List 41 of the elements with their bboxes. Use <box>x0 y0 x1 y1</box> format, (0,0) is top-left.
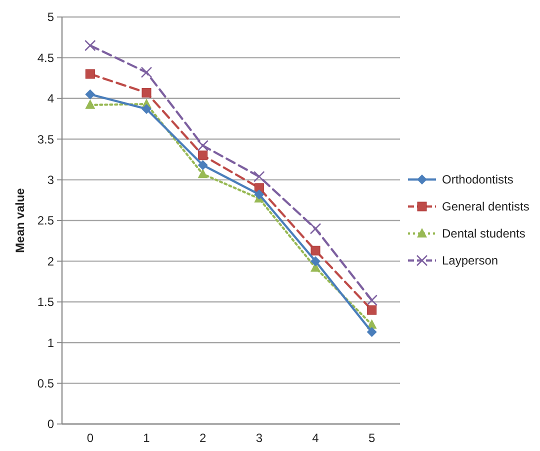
point <box>85 89 96 100</box>
point <box>310 256 320 266</box>
x-tick-label: 0 <box>86 431 94 445</box>
legend-label: General dentists <box>442 200 530 214</box>
x-tick-label: 4 <box>312 431 320 445</box>
y-tick-label: 3 <box>47 173 54 187</box>
y-tick-label: 1.5 <box>37 295 54 310</box>
x-tick-label: 1 <box>143 431 150 445</box>
point <box>140 66 152 78</box>
legend-label: Dental students <box>442 226 526 241</box>
point <box>85 99 96 109</box>
y-tick-label: 3.5 <box>37 132 54 146</box>
y-tick-label: 4 <box>47 92 54 106</box>
legend-label: Orthodontists <box>442 172 514 187</box>
y-tick-label: 0 <box>47 417 54 432</box>
point <box>254 170 265 182</box>
point <box>197 140 208 152</box>
point <box>142 88 152 98</box>
point <box>367 305 377 315</box>
x-tick-label: 5 <box>368 431 376 445</box>
point <box>84 40 96 52</box>
point <box>198 160 208 170</box>
y-tick-label: 2 <box>47 254 54 268</box>
x-tick-label: 3 <box>256 431 263 445</box>
point <box>366 327 377 338</box>
y-axis-title: Mean value <box>13 188 27 253</box>
point <box>85 69 95 79</box>
y-tick-label: 0.5 <box>37 376 54 390</box>
y-tick-label: 4.5 <box>37 50 54 65</box>
point <box>198 168 208 178</box>
point <box>142 104 152 114</box>
point <box>366 294 378 306</box>
point <box>254 189 264 200</box>
point <box>310 222 322 234</box>
legend-label: Layperson <box>442 254 498 268</box>
y-tick-label: 2.5 <box>37 214 54 228</box>
y-tick-label: 1 <box>47 336 54 350</box>
point <box>198 150 208 160</box>
point <box>310 246 320 256</box>
x-tick-label: 2 <box>199 431 206 445</box>
y-tick-label: 5 <box>47 10 54 24</box>
